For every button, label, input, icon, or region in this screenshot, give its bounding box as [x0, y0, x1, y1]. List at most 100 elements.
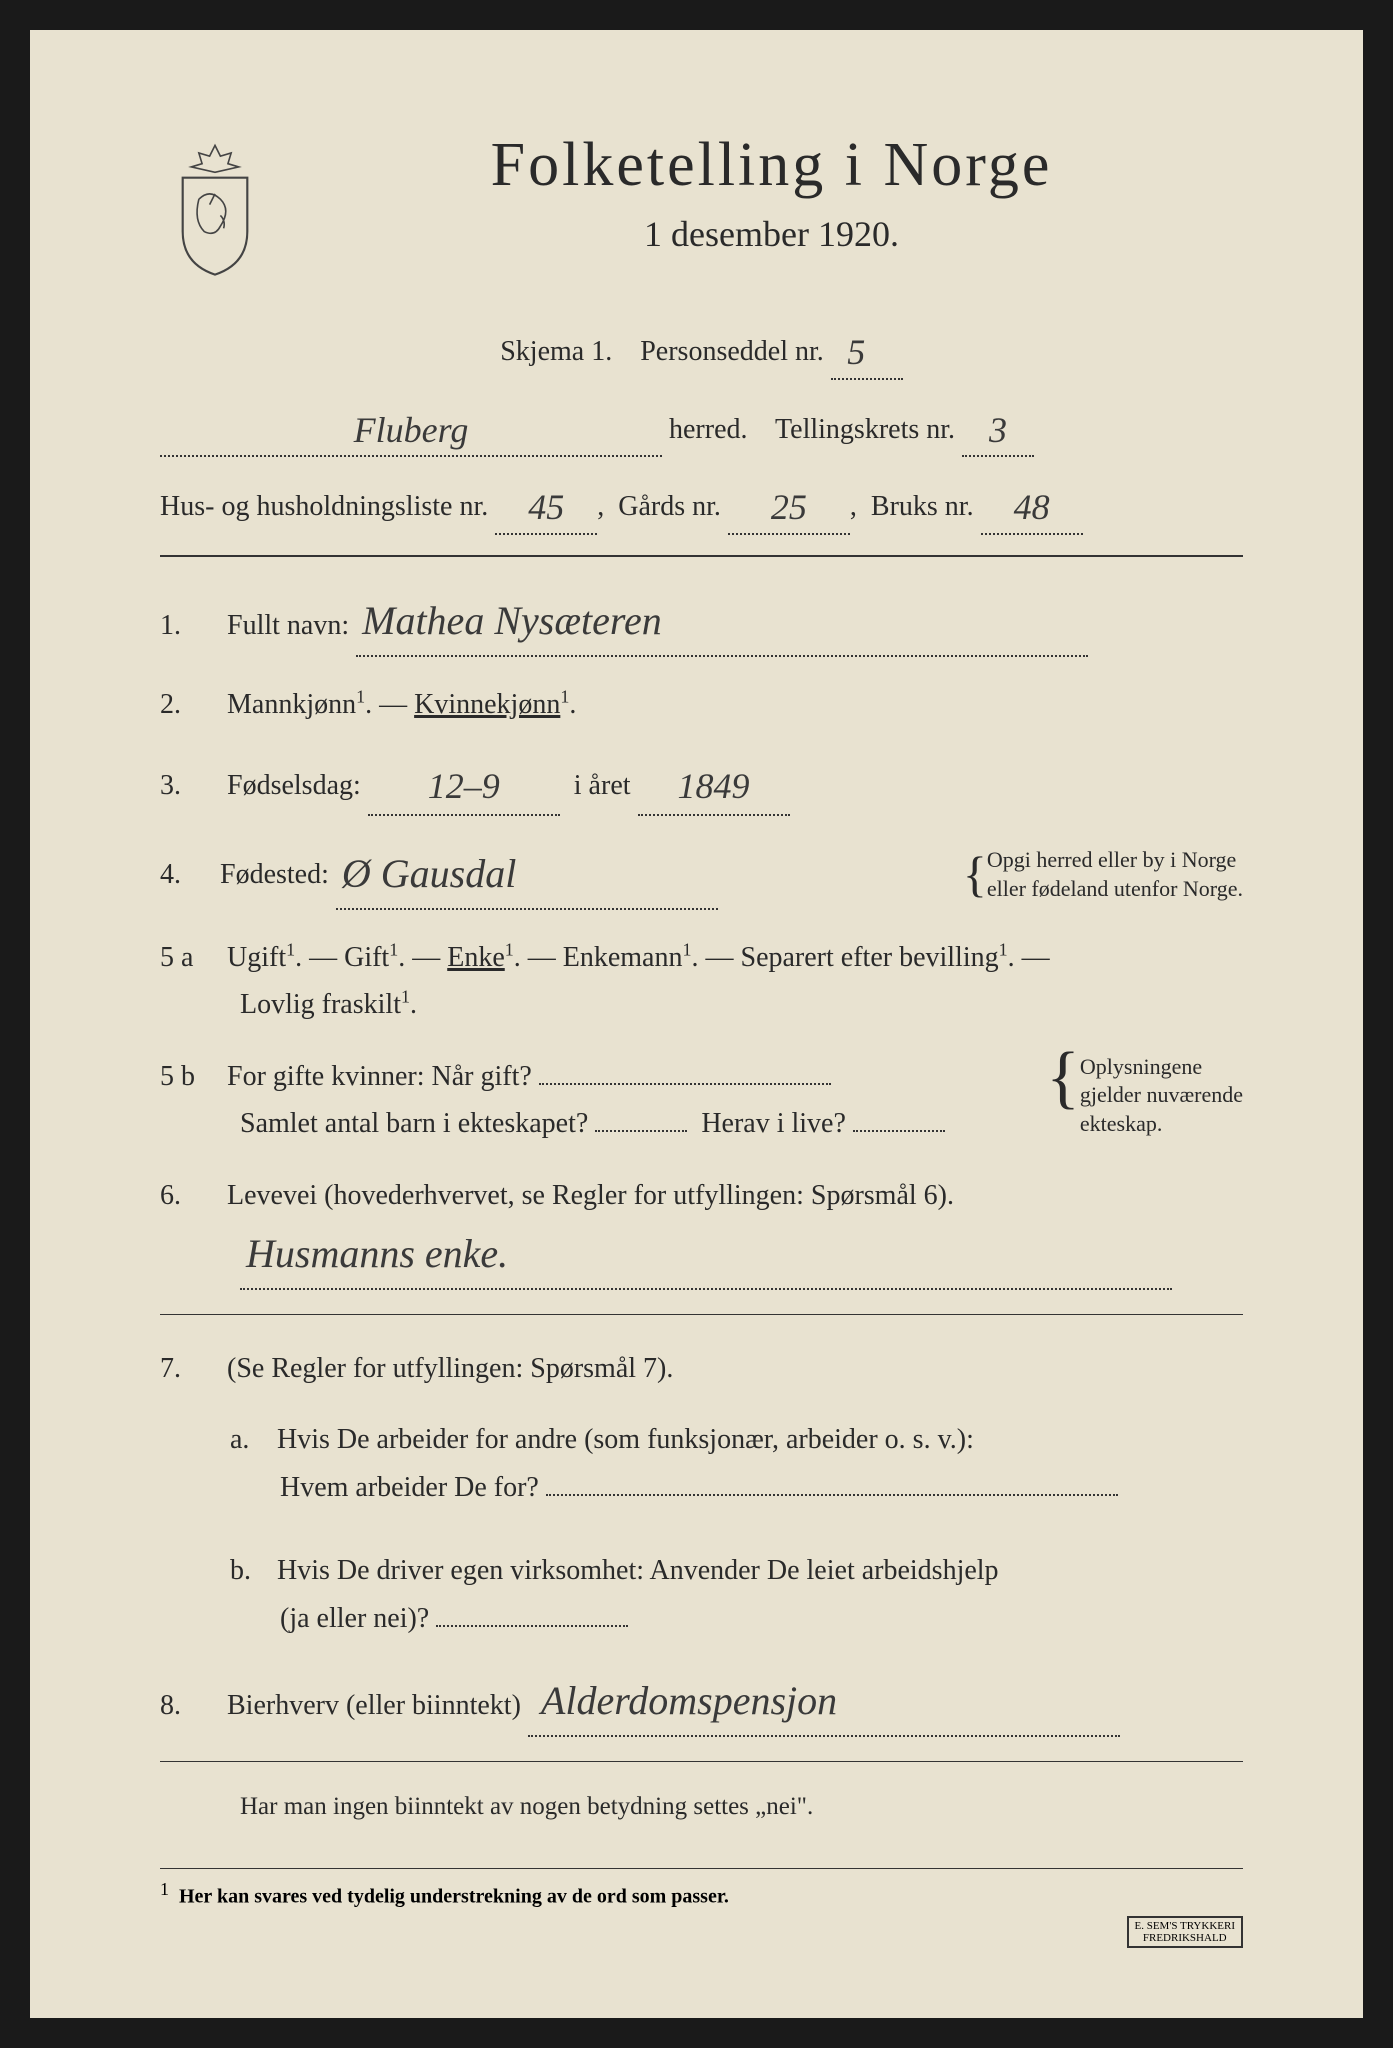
q4-label: Fødested: — [220, 851, 329, 899]
gards-nr: 25 — [771, 487, 807, 527]
q5b-note1: Oplysningene — [1080, 1054, 1202, 1079]
herred-value: Fluberg — [354, 410, 469, 450]
q5b-line2a: Samlet antal barn i ekteskapet? — [240, 1108, 588, 1139]
q3-year-field: 1849 — [638, 752, 790, 815]
q6-field: Husmanns enke. — [240, 1220, 1172, 1290]
q6-num: 6. — [160, 1172, 220, 1220]
q5b-line1a: For gifte kvinner: Når gift? — [227, 1061, 532, 1092]
q4-num: 4. — [160, 851, 220, 899]
meta-line-3: Hus- og husholdningsliste nr. 45, Gårds … — [160, 475, 1243, 535]
meta-line-2: Fluberg herred. Tellingskrets nr. 3 — [160, 398, 1243, 458]
q7-label: (Se Regler for utfyllingen: Spørsmål 7). — [227, 1353, 673, 1384]
q5a-num: 5 a — [160, 934, 220, 982]
q8-note: Har man ingen biinntekt av nogen betydni… — [240, 1793, 813, 1820]
q5b-row: 5 b For gifte kvinner: Når gift? Samlet … — [160, 1053, 1243, 1148]
q3-num: 3. — [160, 762, 220, 810]
footnote: 1 Her kan svares ved tydelig understrekn… — [160, 1868, 1243, 1909]
q5b-note: Oplysningene gjelder nuværende ekteskap. — [1080, 1053, 1243, 1139]
form-body: 1. Fullt navn: Mathea Nysæteren 2. Mannk… — [160, 587, 1243, 1828]
q3-label: Fødselsdag: — [227, 770, 361, 801]
herred-label: herred. — [669, 414, 748, 445]
q5b-gift-field — [539, 1083, 831, 1085]
skjema-label: Skjema 1. — [500, 336, 612, 367]
q2-opt1: Mannkjønn — [227, 689, 356, 720]
gards-field: 25 — [728, 475, 850, 535]
q3-day: 12–9 — [428, 766, 500, 806]
q3-year-label: i året — [574, 770, 631, 801]
q4-note1: Opgi herred eller by i Norge — [987, 847, 1236, 872]
q8-label: Bierhverv (eller biinntekt) — [227, 1690, 521, 1721]
title-block: Folketelling i Norge 1 desember 1920. — [300, 130, 1243, 255]
q8-value: Alderdomspensjon — [541, 1678, 837, 1723]
footnote-text-a: Her kan svares ved — [179, 1886, 347, 1908]
tellingskrets-nr: 3 — [989, 410, 1007, 450]
q3-day-field: 12–9 — [368, 752, 560, 815]
printer-line2: FREDRIKSHALD — [1143, 1932, 1227, 1944]
q3-row: 3. Fødselsdag: 12–9 i året 1849 — [160, 752, 1243, 815]
tellingskrets-label: Tellingskrets nr. — [775, 414, 955, 445]
subtitle-date: 1 desember 1920. — [300, 213, 1243, 255]
q7-num: 7. — [160, 1345, 220, 1393]
printer-mark: E. SEM'S TRYKKERI FREDRIKSHALD — [1127, 1916, 1244, 1948]
meta-line-1: Skjema 1. Personseddel nr. 5 — [160, 320, 1243, 380]
personseddel-nr: 5 — [847, 332, 865, 372]
q7a-letter: a. — [230, 1416, 270, 1464]
gards-label: Gårds nr. — [618, 491, 721, 522]
q1-field: Mathea Nysæteren — [356, 587, 1088, 657]
q7-row: 7. (Se Regler for utfyllingen: Spørsmål … — [160, 1345, 1243, 1393]
q5b-line2b: Herav i live? — [701, 1108, 846, 1139]
q3-year: 1849 — [678, 766, 750, 806]
header: Folketelling i Norge 1 desember 1920. — [160, 130, 1243, 280]
personseddel-label: Personseddel nr. — [640, 336, 824, 367]
husliste-field: 45 — [495, 475, 597, 535]
q7a-line2: Hvem arbeider De for? — [280, 1472, 539, 1503]
q7b-line1: Hvis De driver egen virksomhet: Anvender… — [277, 1555, 999, 1586]
q2-row: 2. Mannkjønn1. — Kvinnekjønn1. — [160, 681, 1243, 729]
q7b-field — [436, 1625, 628, 1627]
q1-label: Fullt navn: — [227, 610, 349, 641]
q1-value: Mathea Nysæteren — [362, 598, 662, 643]
divider-q8 — [160, 1761, 1243, 1762]
q1-row: 1. Fullt navn: Mathea Nysæteren — [160, 587, 1243, 657]
q6-label: Levevei (hovederhvervet, se Regler for u… — [227, 1180, 954, 1211]
q1-num: 1. — [160, 602, 220, 650]
q7a-line1: Hvis De arbeider for andre (som funksjon… — [277, 1424, 974, 1455]
footnote-marker: 1 — [160, 1879, 169, 1899]
herred-field: Fluberg — [160, 398, 662, 458]
q4-value: Ø Gausdal — [342, 851, 516, 896]
q8-num: 8. — [160, 1682, 220, 1730]
q7a-field — [546, 1494, 1118, 1496]
footnote-text-b: tydelig understrekning av de ord som pas… — [347, 1886, 729, 1908]
q5b-brace-icon: { — [1046, 1053, 1080, 1102]
q4-note: Opgi herred eller by i Norge eller fødel… — [987, 846, 1243, 903]
divider-q6 — [160, 1314, 1243, 1315]
q5b-live-field — [853, 1130, 945, 1132]
q5a-opt5: Separert efter bevilling — [741, 942, 999, 973]
q5a-opt6: Lovlig fraskilt — [240, 989, 401, 1020]
q5b-barn-field — [595, 1130, 687, 1132]
q2-num: 2. — [160, 681, 220, 729]
bruks-label: Bruks nr. — [871, 491, 974, 522]
q2-sup1: 1 — [356, 686, 365, 706]
q5a-opt1: Ugift — [227, 942, 286, 973]
q7b-line2: (ja eller nei)? — [280, 1603, 429, 1634]
personseddel-nr-field: 5 — [831, 320, 903, 380]
main-title: Folketelling i Norge — [300, 130, 1243, 201]
q8-field: Alderdomspensjon — [528, 1667, 1120, 1737]
q4-field: Ø Gausdal — [336, 840, 718, 910]
coat-of-arms-icon — [160, 140, 270, 280]
q5b-left: 5 b For gifte kvinner: Når gift? Samlet … — [160, 1053, 1046, 1148]
q6-row: 6. Levevei (hovederhvervet, se Regler fo… — [160, 1172, 1243, 1290]
printer-line1: E. SEM'S TRYKKERI — [1135, 1920, 1236, 1932]
q4-row: 4. Fødested: Ø Gausdal { Opgi herred ell… — [160, 840, 1243, 910]
meta-block: Skjema 1. Personseddel nr. 5 Fluberg her… — [160, 320, 1243, 535]
census-form-page: Folketelling i Norge 1 desember 1920. Sk… — [0, 0, 1393, 2048]
q2-sup2: 1 — [560, 686, 569, 706]
q4-brace-icon: { — [963, 857, 987, 892]
q2-opt2: Kvinnekjønn — [414, 689, 560, 720]
husliste-nr: 45 — [528, 487, 564, 527]
q5b-num: 5 b — [160, 1053, 220, 1101]
q5b-note2: gjelder nuværende — [1080, 1082, 1243, 1107]
q6-value: Husmanns enke. — [246, 1231, 508, 1276]
tellingskrets-field: 3 — [962, 398, 1034, 458]
